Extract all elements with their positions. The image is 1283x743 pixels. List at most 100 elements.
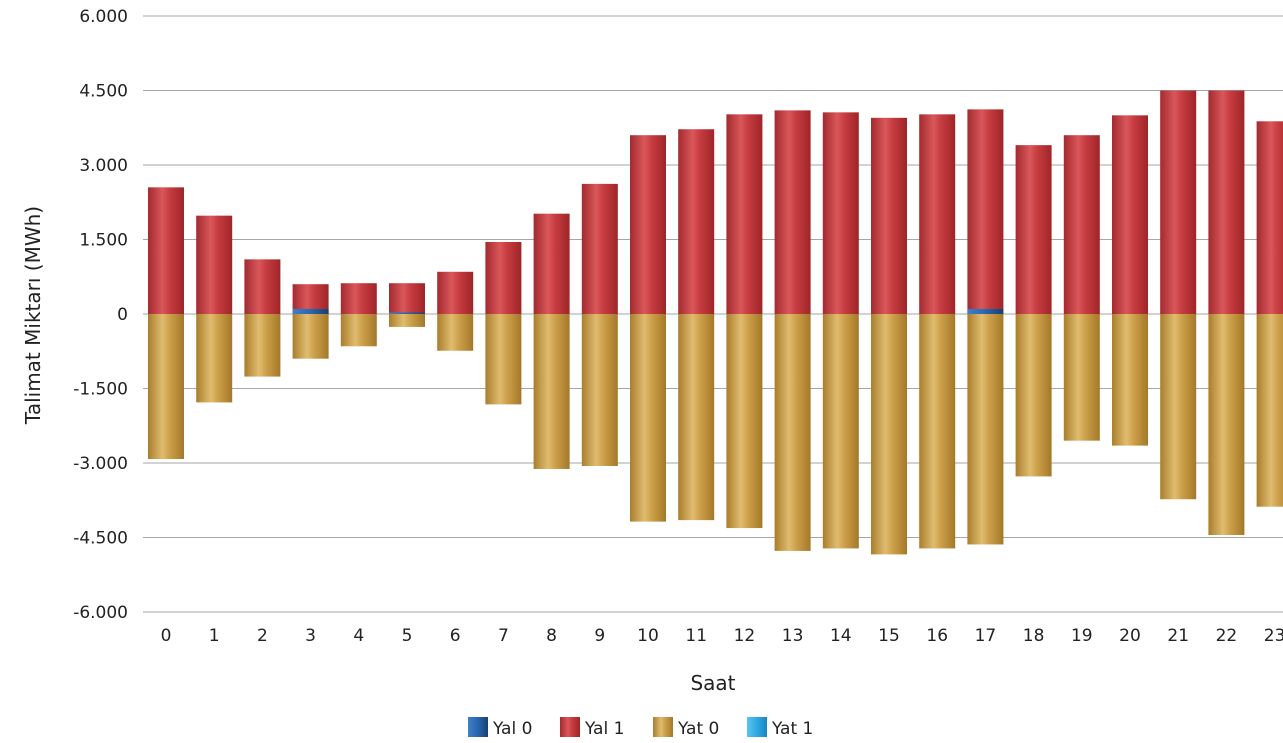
- bar-yal-1-0: [148, 187, 184, 314]
- bar-yat-0-14: [822, 314, 859, 549]
- y-tick-label: -1.500: [73, 380, 128, 400]
- bar-yal-1-9: [581, 183, 618, 314]
- legend-swatch: [747, 717, 767, 737]
- x-tick-label: 13: [782, 626, 804, 646]
- x-tick-label: 15: [878, 626, 900, 646]
- x-tick-label: 12: [734, 626, 756, 646]
- bar-yal-1-8: [533, 213, 570, 314]
- bar-yat-0-8: [533, 314, 570, 469]
- x-tick-label: 3: [305, 626, 316, 646]
- bar-yat-0-17: [967, 314, 1004, 545]
- bar-yat-0-10: [630, 314, 666, 522]
- x-tick-label: 7: [498, 626, 509, 646]
- bar-yal-1-7: [485, 241, 522, 314]
- legend-swatch: [560, 717, 580, 737]
- bar-yal-1-12: [726, 114, 763, 314]
- legend-label: Yal 1: [584, 719, 624, 739]
- y-tick-label: -6.000: [73, 603, 128, 623]
- bar-yal-1-22: [1208, 90, 1245, 314]
- x-tick-label: 6: [450, 626, 461, 646]
- y-axis-title: Talimat Miktarı (MWh): [21, 206, 45, 425]
- x-tick-label: 18: [1023, 626, 1045, 646]
- bar-yat-0-5: [389, 314, 425, 327]
- bar-yat-0-1: [196, 314, 233, 403]
- x-axis-title: Saat: [690, 671, 735, 695]
- bar-yal-1-16: [919, 114, 956, 314]
- legend-swatch: [468, 717, 488, 737]
- bar-yal-1-19: [1063, 135, 1100, 314]
- legend-label: Yat 1: [771, 719, 813, 739]
- y-tick-label: 6.000: [79, 7, 128, 27]
- bar-yat-0-19: [1063, 314, 1100, 441]
- bar-yat-0-12: [726, 314, 763, 529]
- bar-yal-0-3: [292, 309, 329, 314]
- y-tick-label: -4.500: [73, 529, 128, 549]
- x-tick-label: 4: [353, 626, 364, 646]
- bar-yal-1-15: [871, 117, 907, 314]
- x-tick-label: 17: [975, 626, 997, 646]
- bar-yal-1-4: [340, 283, 377, 314]
- bar-yal-1-21: [1160, 90, 1197, 314]
- legend-item-yal-1[interactable]: Yal 1: [560, 717, 624, 739]
- x-tick-label: 21: [1167, 626, 1189, 646]
- bar-yal-1-20: [1112, 115, 1148, 314]
- legend-label: Yal 0: [492, 719, 532, 739]
- x-tick-label: 9: [594, 626, 605, 646]
- x-tick-label: 16: [926, 626, 948, 646]
- bar-yat-0-18: [1015, 314, 1052, 477]
- bar-yal-0-5: [389, 312, 425, 314]
- bar-yat-0-15: [871, 314, 907, 555]
- bar-yat-0-21: [1160, 314, 1197, 500]
- bar-yal-1-1: [196, 215, 233, 314]
- bar-yal-1-6: [437, 271, 474, 314]
- x-tick-label: 1: [209, 626, 220, 646]
- bar-yal-0-17: [967, 309, 1004, 314]
- y-tick-label: 4.500: [79, 82, 128, 102]
- x-tick-label: 20: [1119, 626, 1141, 646]
- bar-yal-1-18: [1015, 145, 1052, 314]
- bar-yat-0-22: [1208, 314, 1245, 536]
- bar-yat-0-11: [678, 314, 715, 521]
- bar-yat-0-6: [437, 314, 474, 351]
- legend-item-yat-0[interactable]: Yat 0: [653, 717, 719, 739]
- x-tick-label: 23: [1264, 626, 1283, 646]
- bar-yal-1-2: [244, 259, 281, 314]
- bar-yal-1-23: [1256, 121, 1283, 314]
- bar-yat-0-13: [774, 314, 811, 551]
- x-axis-ticks: 0 1 2 3 4 5 6 7 8 9 10 11 12 13 14 15 16 17 18 19 20 21 22 23: [161, 626, 1283, 646]
- legend-swatch: [653, 717, 673, 737]
- bar-yal-1-11: [678, 129, 715, 314]
- y-tick-label: 1.500: [79, 231, 128, 251]
- bar-yat-0-0: [148, 314, 184, 460]
- legend-label: Yat 0: [677, 719, 719, 739]
- bar-yat-0-7: [485, 314, 522, 405]
- bar-yat-0-23: [1256, 314, 1283, 507]
- bar-yat-0-4: [340, 314, 377, 347]
- legend-item-yal-0[interactable]: Yal 0: [468, 717, 532, 739]
- bar-yat-0-2: [244, 314, 281, 377]
- bar-yal-1-13: [774, 110, 811, 314]
- x-tick-label: 5: [402, 626, 413, 646]
- bar-yal-1-14: [822, 112, 859, 314]
- y-axis-ticks: 6.000 4.500 3.000 1.500 0 -1.500 -3.000 -4.500 -…: [73, 7, 128, 623]
- bar-yal-1-17: [967, 109, 1004, 314]
- x-tick-label: 14: [830, 626, 852, 646]
- y-tick-label: 3.000: [79, 156, 128, 176]
- bar-yal-1-10: [630, 135, 666, 314]
- x-tick-label: 22: [1216, 626, 1238, 646]
- x-tick-label: 19: [1071, 626, 1093, 646]
- x-tick-label: 2: [257, 626, 268, 646]
- bar-yal-1-5: [389, 283, 425, 314]
- x-tick-label: 10: [637, 626, 659, 646]
- x-tick-label: 8: [546, 626, 557, 646]
- x-tick-label: 11: [685, 626, 707, 646]
- bar-yat-0-20: [1112, 314, 1148, 446]
- x-tick-label: 0: [161, 626, 172, 646]
- bar-yat-0-3: [292, 314, 329, 359]
- legend-item-yat-1[interactable]: Yat 1: [747, 717, 813, 739]
- y-tick-label: -3.000: [73, 454, 128, 474]
- bar-yat-0-9: [581, 314, 618, 466]
- legend: Yal 0 Yal 1 Yat 0 Yat 1: [468, 717, 813, 739]
- y-tick-label: 0: [117, 305, 128, 325]
